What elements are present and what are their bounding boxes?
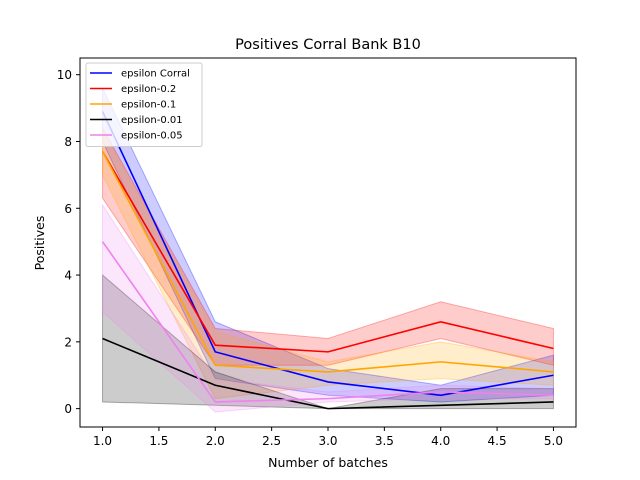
line-epsilon-0-2 — [101, 151, 554, 353]
x-axis-label: Number of batches — [268, 455, 388, 470]
x-tick-label: 3.0 — [318, 434, 337, 448]
y-axis-label: Positives — [32, 216, 47, 271]
x-tick-label: 4.0 — [431, 434, 450, 448]
line-epsilon-corral — [101, 111, 554, 397]
y-tick-label: 2 — [64, 335, 72, 349]
y-tick-label: 10 — [57, 68, 72, 82]
legend-label: epsilon Corral — [121, 69, 190, 80]
x-tick-label: 5.0 — [544, 434, 563, 448]
line-epsilon-0-05 — [101, 241, 554, 403]
band-epsilon-0-2 — [102, 126, 554, 366]
x-tick-label: 1.0 — [93, 434, 112, 448]
y-tick-label: 0 — [64, 402, 72, 416]
x-tick-label: 3.5 — [375, 434, 394, 448]
x-tick-label: 1.5 — [149, 434, 168, 448]
band-epsilon-0-05 — [102, 203, 554, 413]
confidence-bands — [102, 87, 554, 413]
y-tick-label: 6 — [64, 202, 72, 216]
series-lines — [101, 111, 554, 410]
legend-label: epsilon-0.1 — [121, 100, 176, 111]
band-epsilon-0-1 — [102, 129, 554, 400]
x-tick-label: 4.5 — [488, 434, 507, 448]
chart-title: Positives Corral Bank B10 — [235, 37, 421, 53]
x-axis: 1.0 1.5 2.0 2.5 3.0 3.5 4.0 4.5 5.0 — [93, 427, 563, 448]
legend-label: epsilon-0.2 — [121, 84, 176, 95]
y-tick-label: 8 — [64, 135, 72, 149]
legend-label: epsilon-0.01 — [121, 115, 183, 126]
y-axis: 0 2 4 6 8 10 — [57, 68, 80, 416]
legend-box — [85, 62, 203, 147]
legend-label: epsilon-0.05 — [121, 131, 183, 142]
y-tick-label: 4 — [64, 269, 72, 283]
legend: epsilon Corral epsilon-0.2 epsilon-0.1 epsi… — [85, 62, 203, 147]
line-epsilon-0-1 — [101, 151, 554, 373]
line-epsilon-0-01 — [102, 337, 554, 410]
x-tick-label: 2.0 — [206, 434, 225, 448]
band-epsilon-0-01 — [102, 273, 554, 410]
x-tick-label: 2.5 — [262, 434, 281, 448]
